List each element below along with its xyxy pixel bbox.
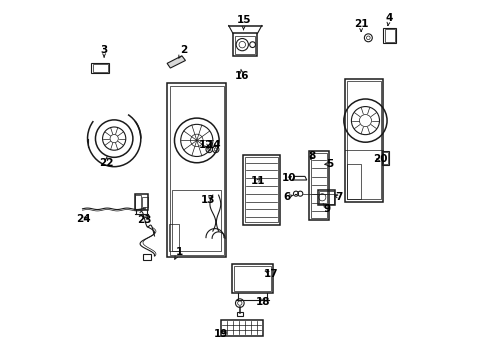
Text: 12: 12: [199, 140, 213, 150]
Bar: [168, 224, 179, 251]
Bar: [142, 254, 151, 260]
Text: 17: 17: [263, 269, 278, 279]
Text: 5: 5: [325, 159, 332, 169]
Bar: [135, 195, 141, 209]
Bar: [318, 191, 333, 204]
Bar: [310, 153, 326, 218]
Text: 19: 19: [214, 329, 228, 339]
Bar: [234, 266, 270, 291]
Bar: [92, 64, 107, 72]
Bar: [345, 79, 382, 202]
Bar: [167, 83, 226, 257]
Text: 13: 13: [200, 195, 215, 205]
Bar: [346, 165, 360, 199]
Bar: [170, 86, 223, 255]
Bar: [383, 28, 396, 43]
Bar: [317, 190, 334, 205]
Bar: [232, 33, 257, 56]
Text: 22: 22: [99, 158, 113, 168]
Text: 16: 16: [235, 71, 249, 81]
Bar: [231, 264, 273, 293]
Polygon shape: [167, 56, 185, 68]
Text: 2: 2: [179, 45, 186, 55]
Bar: [134, 194, 148, 210]
Bar: [235, 36, 255, 54]
Bar: [244, 157, 277, 222]
Text: 9: 9: [323, 204, 330, 214]
Text: 20: 20: [372, 154, 386, 164]
Text: 21: 21: [353, 19, 367, 29]
Text: 7: 7: [334, 192, 342, 202]
Text: 11: 11: [250, 176, 264, 186]
Bar: [382, 152, 387, 164]
Bar: [347, 81, 380, 199]
Text: 23: 23: [137, 215, 151, 225]
Text: 4: 4: [385, 13, 392, 23]
Bar: [382, 151, 388, 165]
Text: 8: 8: [308, 150, 315, 161]
Text: 15: 15: [236, 15, 250, 25]
Text: 1: 1: [175, 247, 182, 257]
Bar: [242, 155, 280, 225]
Text: 18: 18: [255, 297, 270, 307]
Bar: [172, 190, 221, 251]
Bar: [221, 320, 262, 336]
Text: 3: 3: [100, 45, 107, 55]
Text: 10: 10: [281, 173, 296, 183]
Bar: [309, 151, 328, 220]
Bar: [384, 29, 394, 42]
Text: 24: 24: [76, 214, 90, 224]
Text: 6: 6: [283, 192, 290, 202]
Bar: [142, 197, 147, 207]
Text: 14: 14: [206, 140, 221, 150]
Bar: [91, 63, 108, 73]
Bar: [237, 312, 242, 316]
